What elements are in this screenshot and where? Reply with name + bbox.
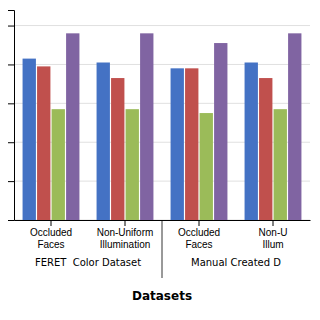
x-tick-label: OccludedFaces: [30, 227, 72, 250]
y-axis: [8, 11, 15, 221]
x-tick-mark: [125, 220, 126, 226]
bar: [66, 33, 79, 220]
bar: [259, 78, 272, 220]
y-tick: [8, 64, 14, 65]
annotation: FERET Color Dataset: [35, 257, 141, 268]
y-tick: [8, 181, 14, 182]
bar: [52, 109, 65, 220]
bar: [23, 59, 36, 220]
bar: [37, 66, 50, 220]
x-tick-mark: [273, 220, 274, 226]
x-tick-label-line: Faces: [185, 239, 212, 250]
x-axis-title: Datasets: [132, 289, 192, 303]
x-tick-mark: [51, 220, 52, 226]
bar: [140, 33, 153, 220]
y-tick-mark: [8, 64, 14, 65]
x-tick-label-line: Illum: [262, 239, 283, 250]
x-tick-label: OccludedFaces: [178, 227, 220, 250]
y-tick-mark: [8, 26, 14, 27]
bar: [245, 63, 258, 221]
x-tick-mark: [199, 220, 200, 226]
x-tick-label-line: Non-U: [259, 227, 288, 238]
bars: [23, 33, 302, 220]
x-tick: OccludedFaces: [30, 220, 72, 250]
bar: [126, 109, 139, 220]
x-tick: OccludedFaces: [178, 220, 220, 250]
y-tick-mark: [8, 181, 14, 182]
grid-line: [14, 25, 310, 26]
y-tick: [8, 220, 14, 221]
bar: [288, 33, 301, 220]
bar: [274, 109, 287, 220]
bar: [185, 68, 198, 220]
y-tick-mark: [8, 220, 14, 221]
x-tick: Non-UIllum: [259, 220, 288, 250]
bar: [97, 63, 110, 221]
annotation: Manual Created D: [191, 257, 281, 268]
bar: [111, 78, 124, 220]
y-tick: [8, 26, 14, 27]
grid-line: [14, 64, 310, 65]
x-tick-label: Non-UIllum: [259, 227, 288, 250]
x-tick-label-line: Faces: [37, 239, 64, 250]
separator: [162, 220, 163, 278]
x-tick-label: Non-UniformIllumination: [97, 227, 154, 250]
y-tick-mark: [8, 103, 14, 104]
x-tick-label-line: Illumination: [100, 239, 151, 250]
x-tick: Non-UniformIllumination: [97, 220, 154, 250]
x-tick-label-line: Occluded: [178, 227, 220, 238]
bar: [200, 113, 213, 220]
x-tick-label-line: Occluded: [30, 227, 72, 238]
x-tick-label-line: Non-Uniform: [97, 227, 154, 238]
x-axis: OccludedFacesNon-UniformIlluminationOccl…: [15, 220, 311, 250]
chart: OccludedFacesNon-UniformIlluminationOccl…: [0, 0, 320, 320]
y-tick: [8, 142, 14, 143]
x-axis-line: [15, 220, 311, 221]
y-tick: [8, 103, 14, 104]
plot: OccludedFacesNon-UniformIlluminationOccl…: [8, 11, 311, 304]
grid: [14, 26, 310, 220]
bar: [171, 68, 184, 220]
y-axis-line: [8, 11, 15, 221]
bar: [214, 43, 227, 220]
y-tick-mark: [8, 142, 14, 143]
series: [52, 109, 287, 220]
series: [66, 33, 301, 220]
